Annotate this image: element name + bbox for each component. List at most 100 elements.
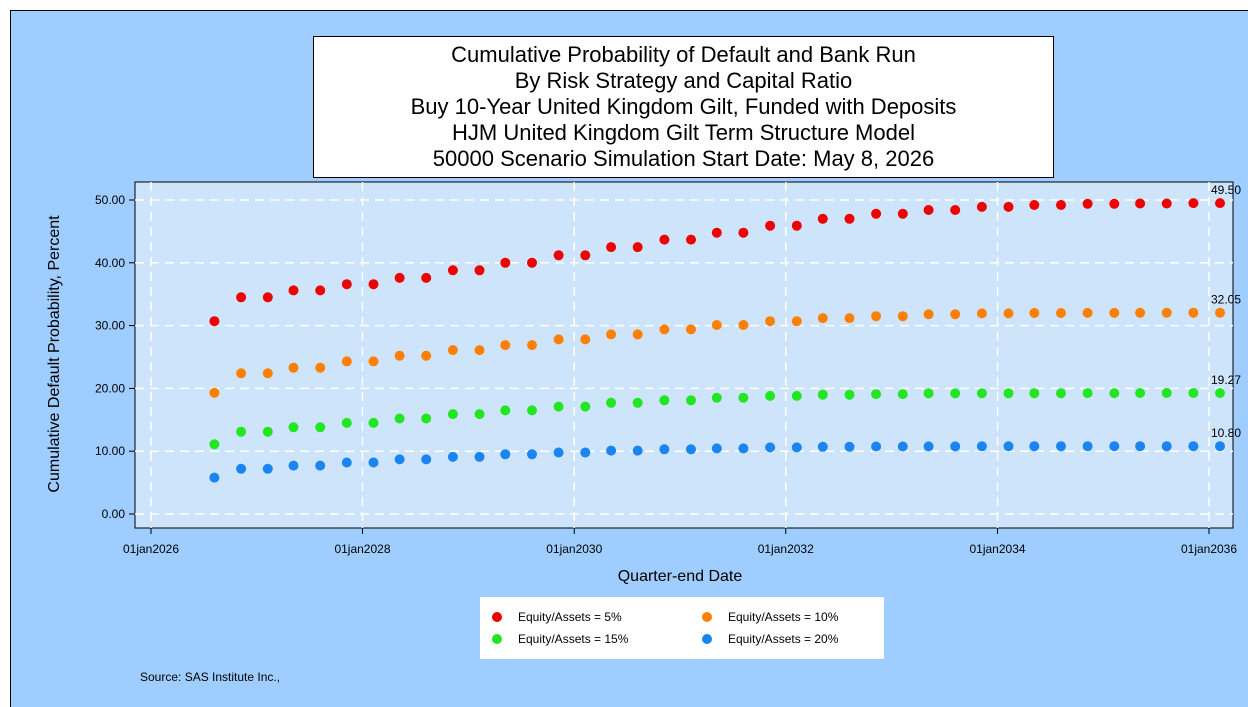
data-point	[1161, 307, 1172, 318]
legend-dot	[492, 634, 502, 644]
data-point	[500, 340, 511, 351]
legend-dot	[702, 612, 712, 622]
legend-item-10pct: Equity/Assets = 10%	[702, 607, 838, 627]
data-point	[474, 409, 485, 420]
data-point	[1003, 388, 1014, 399]
data-point	[923, 441, 934, 452]
data-point	[262, 463, 273, 474]
data-point	[474, 345, 485, 356]
data-point	[236, 292, 247, 303]
data-point	[738, 227, 749, 238]
data-point	[1082, 388, 1093, 399]
title-line-5: 50000 Scenario Simulation Start Date: Ma…	[432, 146, 935, 171]
data-point	[897, 441, 908, 452]
data-point	[897, 208, 908, 219]
data-point	[950, 441, 961, 452]
data-point	[500, 449, 511, 460]
data-point	[1161, 388, 1172, 398]
x-tick-label: 01jan2034	[969, 542, 1025, 556]
data-point	[686, 395, 696, 406]
data-point	[1029, 441, 1040, 452]
data-point	[765, 316, 776, 327]
data-point	[950, 388, 961, 399]
data-point	[871, 208, 882, 219]
data-point	[765, 390, 776, 401]
data-point	[447, 451, 458, 462]
data-point	[394, 454, 405, 465]
data-points: 49.50 32.05 19.27 10.80	[209, 183, 1241, 483]
data-point	[1135, 388, 1146, 398]
data-point	[368, 279, 379, 290]
data-point	[236, 463, 247, 474]
data-point	[527, 257, 537, 268]
data-point	[394, 350, 405, 361]
data-point	[1029, 200, 1040, 210]
axes: 0.00 10.00 20.00 30.00 40.00 50.00 01jan2026 01…	[95, 193, 1237, 556]
data-point	[315, 422, 326, 433]
data-point	[711, 227, 722, 238]
y-tick-label: 0.00	[102, 507, 126, 521]
data-point	[580, 334, 591, 345]
grid-lines	[135, 182, 1233, 528]
data-point	[976, 388, 987, 399]
data-point	[553, 447, 564, 458]
data-point	[1135, 441, 1146, 452]
data-point	[209, 439, 220, 450]
data-point	[288, 422, 299, 433]
data-point	[421, 413, 432, 424]
data-point	[1188, 307, 1199, 318]
data-point	[209, 472, 220, 483]
data-point	[1215, 388, 1225, 398]
data-point	[315, 362, 326, 373]
data-point	[923, 388, 934, 399]
data-point	[1188, 388, 1199, 398]
data-point	[738, 443, 749, 454]
data-point	[871, 311, 882, 322]
data-point	[1135, 307, 1146, 318]
y-tick-label: 20.00	[95, 381, 125, 395]
data-point	[632, 397, 643, 408]
data-point	[1029, 308, 1040, 318]
x-tick-label: 01jan2032	[758, 542, 814, 556]
data-point	[1082, 441, 1093, 452]
data-point	[844, 441, 855, 452]
end-value-label: 49.50	[1211, 183, 1241, 197]
data-point	[817, 313, 828, 324]
data-point	[1161, 198, 1172, 209]
data-point	[421, 272, 432, 283]
data-point	[711, 392, 722, 403]
data-point	[1188, 441, 1199, 452]
data-point	[527, 405, 537, 416]
end-value-label: 19.27	[1211, 373, 1241, 387]
data-point	[791, 442, 802, 453]
legend-label: Equity/Assets = 5%	[518, 610, 622, 624]
x-tick-label: 01jan2028	[334, 542, 390, 556]
data-point	[1003, 441, 1014, 452]
legend-label: Equity/Assets = 10%	[728, 610, 839, 624]
data-point	[209, 316, 220, 327]
data-point	[1003, 201, 1014, 212]
data-point	[288, 362, 299, 373]
data-point	[236, 426, 247, 437]
data-point	[341, 279, 352, 290]
legend-item-15pct: Equity/Assets = 15%	[492, 629, 628, 649]
data-point	[1109, 307, 1120, 318]
data-point	[474, 451, 485, 462]
data-point	[527, 449, 537, 460]
data-point	[711, 443, 722, 454]
legend-dot	[702, 634, 712, 644]
data-point	[738, 320, 749, 330]
data-point	[394, 413, 405, 424]
data-point	[474, 265, 485, 276]
legend-item-20pct: Equity/Assets = 20%	[702, 629, 838, 649]
data-point	[791, 220, 802, 231]
legend: Equity/Assets = 5% Equity/Assets = 10% E…	[480, 597, 884, 659]
data-point	[765, 220, 776, 231]
data-point	[580, 447, 591, 458]
data-point	[447, 409, 458, 420]
y-tick-label: 10.00	[95, 444, 125, 458]
legend-label: Equity/Assets = 20%	[728, 632, 839, 646]
data-point	[606, 397, 617, 408]
title-line-1: Cumulative Probability of Default and Ba…	[451, 42, 916, 67]
data-point	[817, 389, 828, 400]
